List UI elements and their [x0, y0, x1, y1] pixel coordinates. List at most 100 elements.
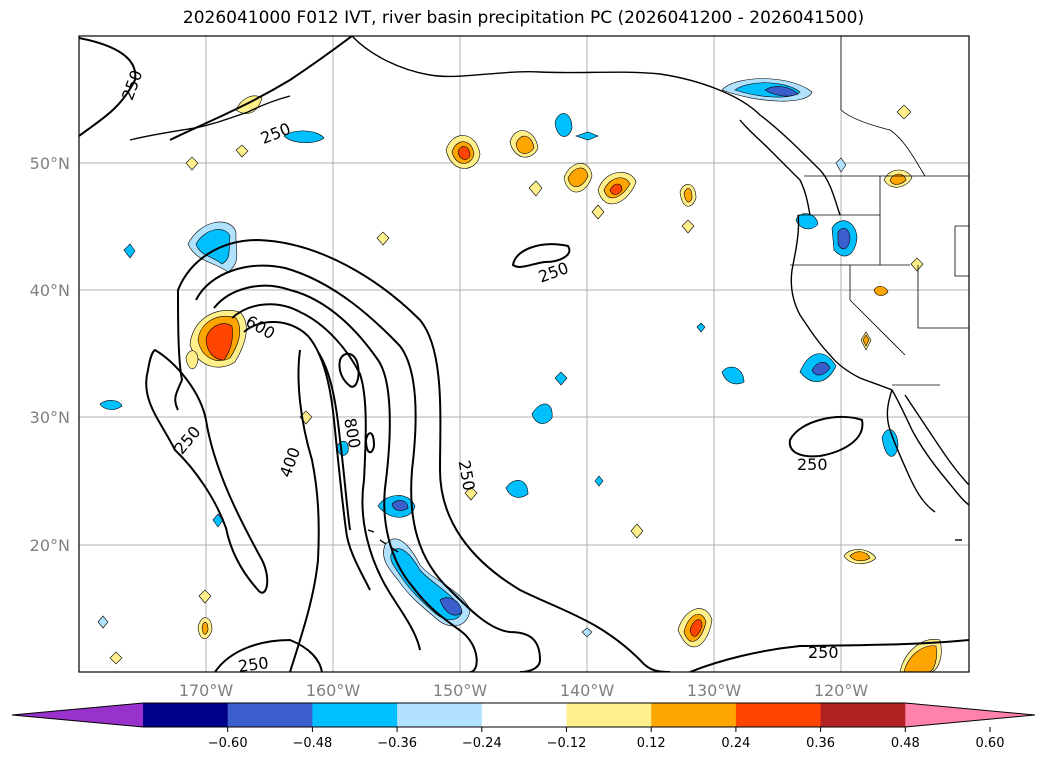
colorbar-tick-label: −0.60: [208, 736, 248, 751]
neg-blob-13n-140w: [581, 627, 593, 638]
pos-blob-11n-177w: [109, 651, 123, 665]
lat-label-50: 50°N: [30, 154, 70, 173]
colorbar-segment-9: [820, 703, 906, 727]
lon-label-120w: 120°W: [814, 681, 869, 700]
contour-800-small: [364, 432, 376, 454]
colorbar-tick-label: −0.48: [292, 736, 332, 751]
pos-blob-45n-131w: [681, 219, 695, 234]
pos-blob-14n-170w-core: [201, 621, 209, 635]
neg-blob-oregon-core: [837, 227, 851, 250]
pos-blob-48n-143w: [528, 180, 543, 197]
neg-blob-wa: [795, 213, 819, 230]
colorbar-extend-low: [12, 703, 143, 727]
neg-blob-37n-129w: [696, 322, 706, 333]
contour-800-a: [317, 351, 351, 531]
pos-blob-13n-131w-core: [689, 619, 703, 637]
colorbar-segment-7: [651, 703, 737, 727]
colorbar-tick-label: −0.36: [377, 736, 417, 751]
map-frame: [78, 35, 970, 673]
coast-bc-islands: [739, 119, 811, 216]
coast-alaska-peninsula: [129, 95, 291, 141]
pos-blob-52n-167w: [235, 144, 249, 158]
contour-250-nw: [79, 37, 137, 137]
ivt-contours: [79, 36, 969, 672]
neg-blob-33n-142w: [554, 371, 568, 386]
lat-label-30: 30°N: [30, 408, 70, 427]
neg-blob-baja: [881, 429, 899, 457]
lat-label-20: 20°N: [30, 536, 70, 555]
border-alaska-canada: [840, 36, 926, 177]
latitude-labels: 50°N 40°N 30°N 20°N: [30, 154, 70, 555]
colorbar-tick-label: −0.24: [462, 736, 502, 751]
neg-blob-52n-139w: [575, 131, 599, 141]
lon-label-160w: 160°W: [306, 681, 361, 700]
pos-blob-24n-149w: [464, 486, 478, 501]
colorbar-segment-2: [227, 703, 313, 727]
colorbar-tick-label: 0.12: [637, 736, 666, 751]
contour-400-inner: [231, 303, 421, 651]
lon-label-130w: 130°W: [687, 681, 742, 700]
coastlines: [129, 36, 969, 553]
contour-250-south: [214, 638, 323, 672]
contour-250-main: [177, 238, 671, 672]
longitude-labels: 170°W 160°W 150°W 140°W 130°W 120°W: [179, 681, 869, 700]
colorbar: −0.60 −0.48 −0.36 −0.24 −0.12 0.12 0.24 0.36 0.4…: [11, 702, 1036, 751]
colorbar-tick-label: 0.60: [976, 736, 1005, 751]
lat-label-40: 40°N: [30, 281, 70, 300]
colorbar-tick-label: 0.24: [721, 736, 750, 751]
contour-250-28n: [788, 416, 864, 458]
pos-blob-50n-171w: [185, 156, 199, 171]
pos-blob-47n-131w-mid: [683, 188, 693, 203]
colorbar-segment-6: [566, 703, 652, 727]
neg-blob-gulf-alaska-inner: [764, 86, 799, 97]
contour-250-se: [689, 639, 969, 672]
colorbar-segment-4: [397, 703, 483, 727]
neg-blob-50n-120w: [835, 157, 847, 173]
pos-blob-10n-115w-mid: [903, 645, 937, 672]
coast-baja: [886, 389, 936, 513]
colorbar-tick-label: 0.36: [806, 736, 835, 751]
lon-label-140w: 140°W: [560, 681, 615, 700]
coast-gulf-california: [904, 394, 969, 486]
contour-label-250-se: 250: [808, 643, 839, 662]
contour-400-b: [213, 284, 478, 672]
contour-400-a: [195, 264, 542, 672]
colorbar-tick-label: −0.12: [547, 736, 587, 751]
pos-blob-35n-171w: [185, 350, 199, 370]
pos-blob-40n-118w: [873, 286, 889, 296]
map-title: 2026041000 F012 IVT, river basin precipi…: [182, 8, 865, 28]
pos-blob-44n-157w: [376, 231, 390, 246]
colorbar-outline: [11, 702, 1036, 728]
pos-blob-46n-139w: [591, 204, 605, 220]
colorbar-segment-1: [143, 703, 229, 727]
contour-250-sw-loop: [145, 348, 269, 594]
pos-blob-52n-144w-mid: [515, 135, 535, 154]
neg-blob-socal-core: [811, 361, 831, 376]
colorbar-segment-3: [312, 703, 398, 727]
colorbar-segment-5: [481, 703, 567, 727]
pos-blob-36n-121w-core: [862, 334, 870, 347]
contour-800-loop: [338, 352, 360, 388]
negative-pc-areas: [97, 78, 899, 638]
pos-blob-51n-151w-core: [457, 146, 471, 160]
neg-blob-31n-178w: [99, 400, 123, 410]
neg-blob-25n-139w: [594, 475, 604, 487]
pos-blob-16n-170w: [198, 589, 212, 604]
contour-label-250-28n: 250: [797, 455, 828, 474]
pos-blob-21n-136w: [630, 523, 644, 539]
border-montana: [954, 225, 969, 277]
border-nevada: [849, 265, 906, 356]
pos-blob-42n-115w: [910, 257, 924, 272]
neg-blob-45n-175w: [123, 243, 136, 259]
pos-blob-49n-117w-mid: [889, 173, 907, 185]
neg-blob-56n: [554, 113, 573, 137]
neg-blob-hawaii-n-core: [391, 500, 409, 511]
positive-pc-areas: [109, 95, 942, 672]
colorbar-tick-label: 0.48: [891, 736, 920, 751]
pos-blob-19n-118w-mid: [849, 551, 871, 562]
colorbar-extend-high: [905, 703, 1035, 727]
neg-blob-hawaii-chain-inner: [439, 597, 463, 616]
pos-blob-49n-140w-mid: [567, 167, 589, 188]
coast-west-us: [790, 214, 969, 506]
